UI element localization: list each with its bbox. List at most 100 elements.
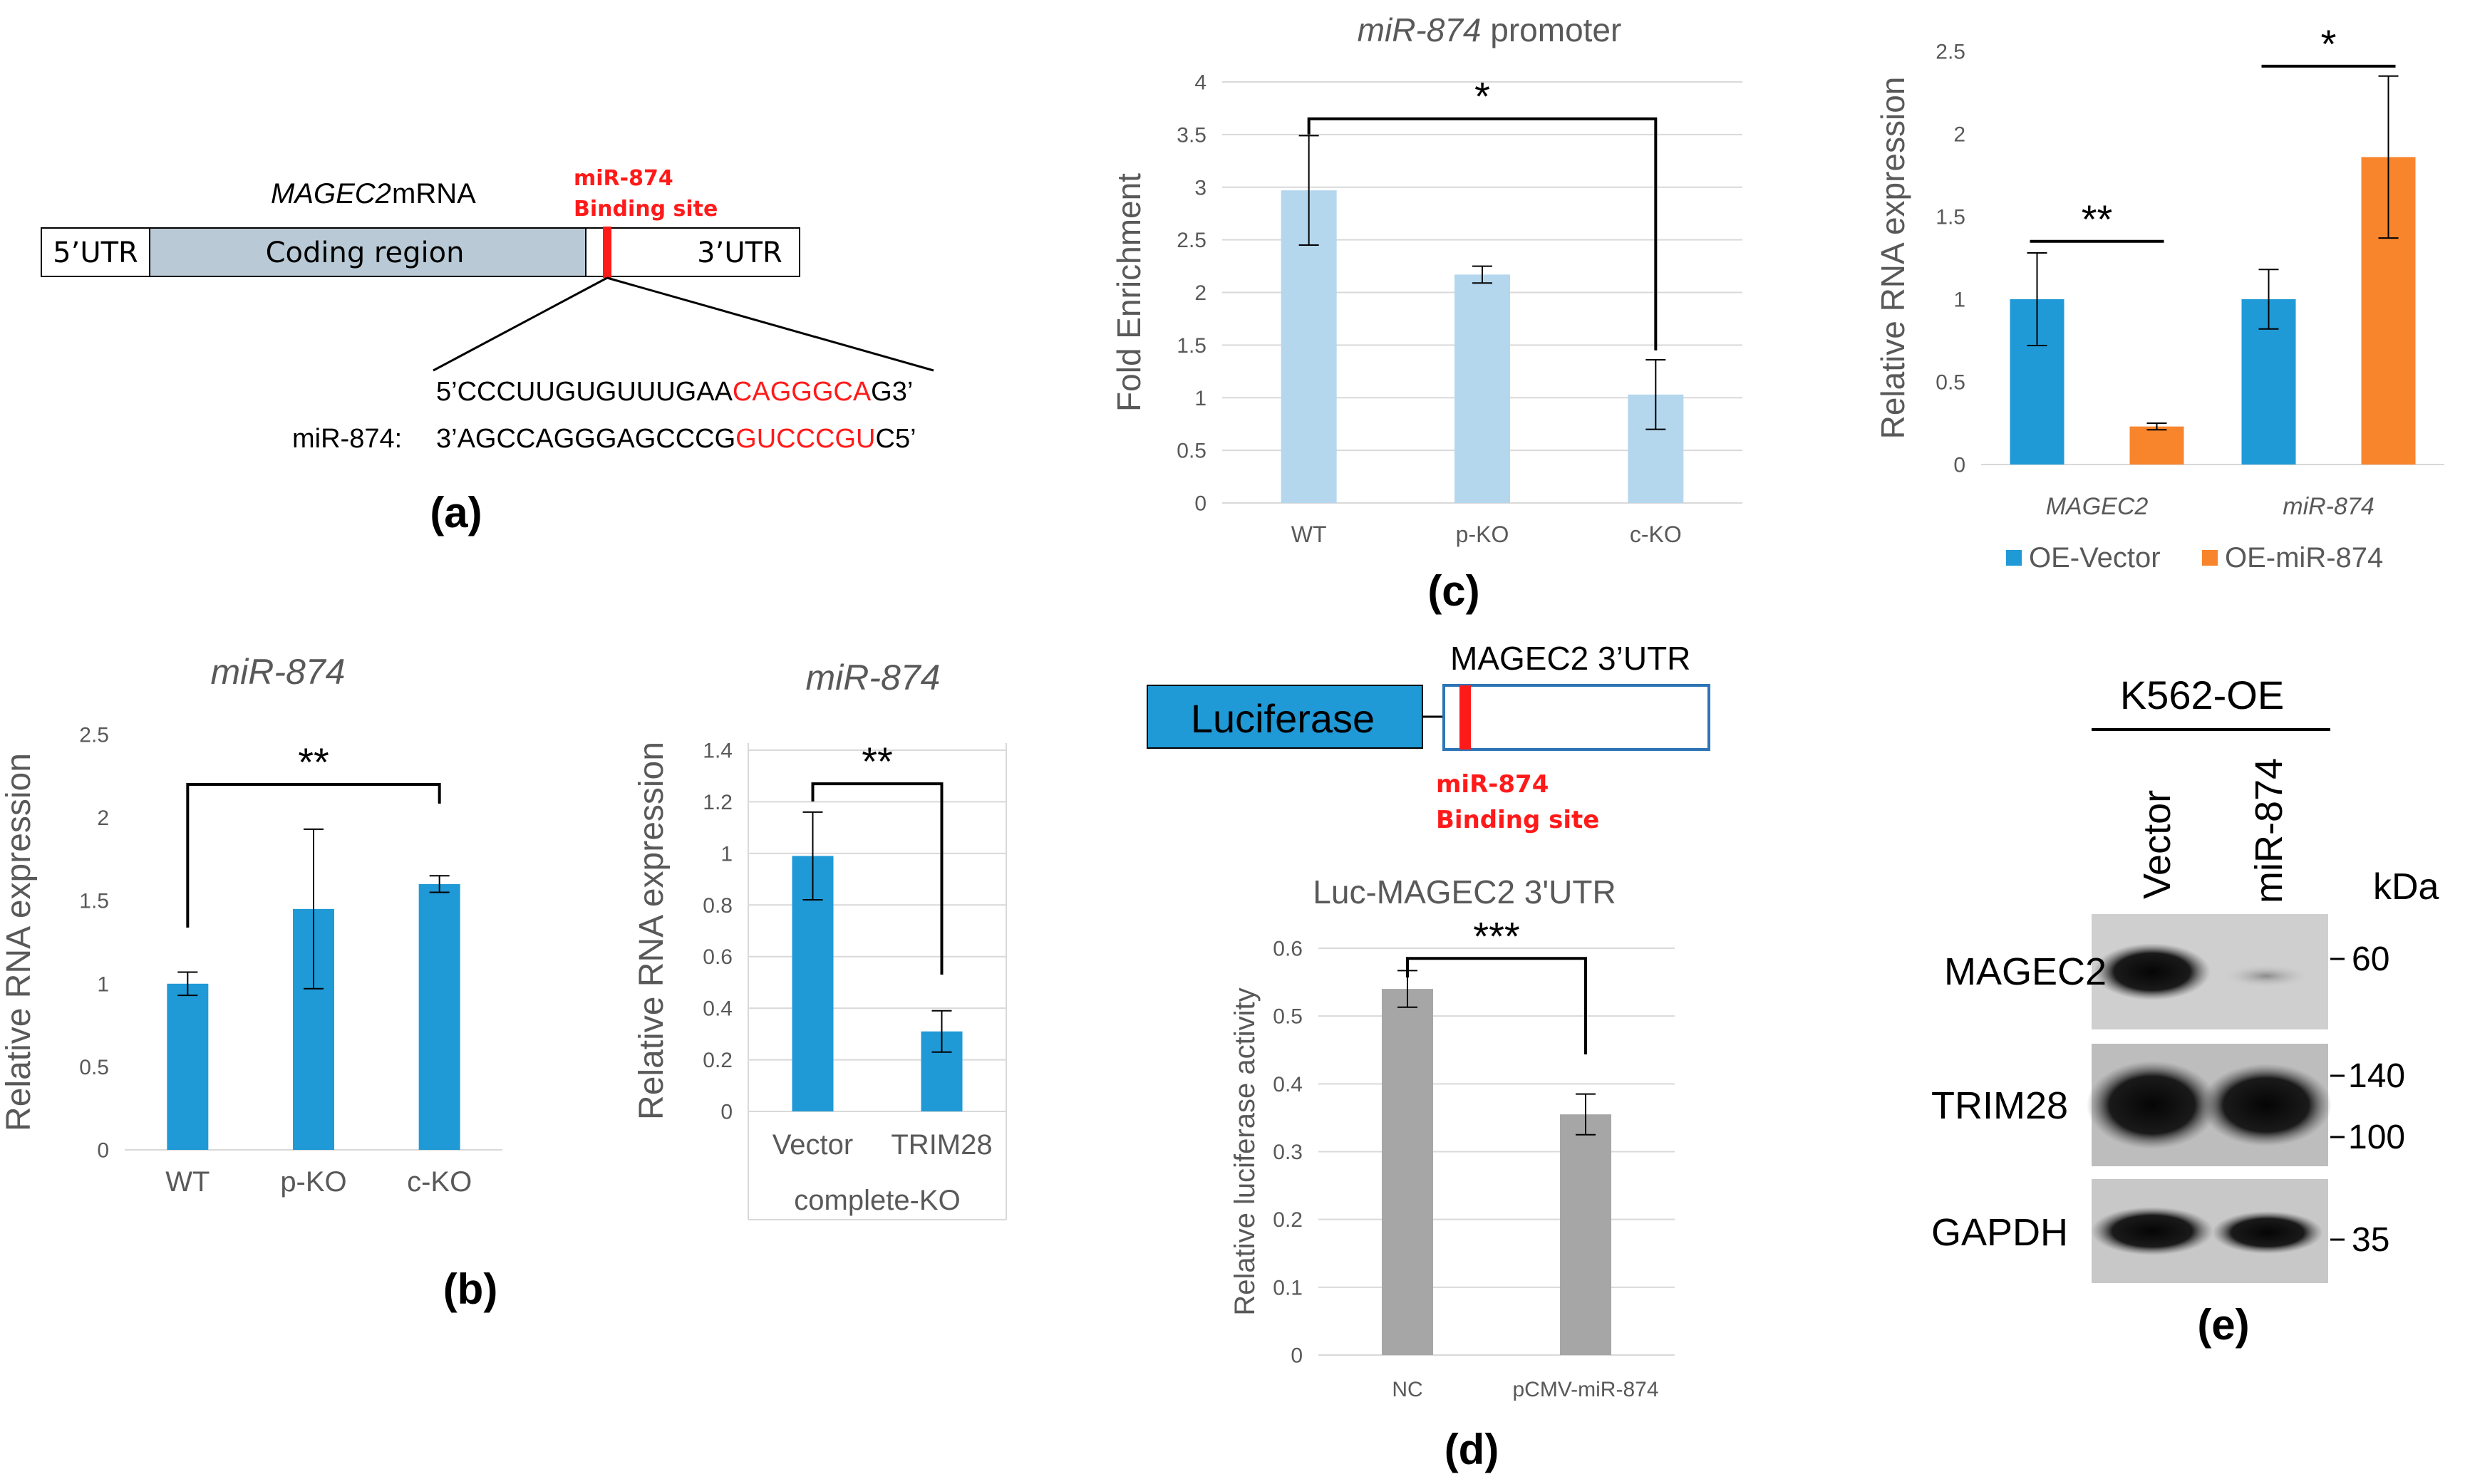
- zoom-line-right: [606, 276, 934, 372]
- chart-c-ytick-label: 0: [1194, 492, 1206, 516]
- chart-c-title-rest-text: promoter: [1490, 11, 1621, 48]
- chart-b1-ylabel: Relative RNA expression: [0, 753, 38, 1131]
- chart-c2-ytick-label: 0.5: [1936, 371, 1965, 395]
- chart-d-bar: [1560, 1114, 1611, 1355]
- chart-c2-legend-label: OE-miR-874: [2225, 542, 2383, 574]
- chart-b1-significance-bracket: [186, 782, 441, 928]
- chart-b2-ytick-label: 1: [720, 842, 733, 866]
- chart-b1-category-label: c-KO: [407, 1166, 472, 1198]
- chart-c2-category-label: MAGEC2: [2046, 493, 2149, 520]
- luciferase-box: [1147, 685, 1423, 749]
- protein-label-magec2: MAGEC2: [1944, 950, 2107, 993]
- marker-60: 60: [2352, 940, 2389, 978]
- kda-label: kDa: [2373, 866, 2439, 908]
- chart-b-knockout: miR-874 0 0.5 1 1.5 2 2.5 Relative RNA express…: [0, 652, 502, 1198]
- chart-c-ytick-label: 1: [1194, 387, 1206, 410]
- panel-label-d: (d): [1445, 1426, 1499, 1473]
- mir-seq-black: 3’AGCCAGGGAGCCCG: [436, 424, 735, 454]
- chart-b2-ytick-label: 0.2: [703, 1049, 733, 1072]
- band-trim28-mir874: [2201, 1064, 2332, 1146]
- chart-d-ytick-label: 0.2: [1273, 1208, 1303, 1232]
- coding-region-box: [149, 227, 586, 277]
- chart-c-category-label: c-KO: [1630, 522, 1682, 547]
- mir-sequence: 3’AGCCAGGGAGCCCGGUCCCGUC5’: [436, 424, 916, 454]
- chart-b2-ytick-label: 1.2: [703, 791, 733, 814]
- chart-d-ytick-label: 0.3: [1273, 1141, 1303, 1164]
- chart-d-significance-bracket: [1406, 957, 1587, 1054]
- chart-c-ytick-label: 3.5: [1177, 123, 1206, 147]
- panel-a-mrna-diagram: MAGEC2 mRNA 5’UTR Coding region 3’UTR mi…: [41, 166, 934, 536]
- chart-d-luciferase: Luc-MAGEC2 3'UTR 0 0.1 0.2 0.3 0.4 0.5 0.6 Rela…: [1229, 873, 1675, 1401]
- binding-site-label-2: Binding site: [574, 197, 718, 222]
- chart-b2-category-label: Vector: [772, 1129, 853, 1161]
- chart-c-category-label: p-KO: [1456, 522, 1509, 547]
- mrna-seq-end: G3’: [871, 377, 913, 407]
- chart-b1-bar: [167, 983, 209, 1150]
- chart-c-promoter: miR-874 promoter 0 0.5 1 1.5 2 2.5 3 3.5 4 Fold E…: [1110, 11, 1742, 547]
- chart-c2-significance-stars: *: [2321, 21, 2337, 66]
- chart-c-overexpression: 0 0.5 1 1.5 2 2.5 Relative RNA expression MAGEC…: [1874, 21, 2444, 574]
- chart-b2-ytick-label: 0.8: [703, 894, 733, 918]
- chart-c-bar: [1454, 274, 1510, 503]
- chart-b1-significance-stars: **: [298, 740, 329, 784]
- chart-c-ytick-label: 2: [1194, 281, 1206, 305]
- chart-b2-ytick-label: 0.6: [703, 945, 733, 969]
- binding-site-marker: [603, 227, 611, 278]
- chart-b2-group-label: complete-KO: [794, 1185, 960, 1216]
- chart-c-ytick-label: 3: [1194, 176, 1206, 199]
- mrna-seq-black: 5’CCCUUGUGUUUGAA: [436, 377, 733, 407]
- protein-label-gapdh: GAPDH: [1931, 1211, 2068, 1254]
- chart-b2-ylabel: Relative RNA expression: [633, 742, 671, 1120]
- chart-d-ytick-label: 0.5: [1273, 1005, 1303, 1029]
- chart-c2-significance-stars: **: [2082, 197, 2113, 242]
- chart-b2-ytick-label: 1.4: [703, 740, 733, 763]
- chart-b1-ytick-label: 0.5: [79, 1056, 109, 1079]
- chart-b-complete-ko: miR-874 0 0.2 0.4 0.6 0.8 1 1.2 1.4 Relative RNA…: [633, 658, 1007, 1220]
- construct-utr-label: MAGEC2 3’UTR: [1450, 640, 1690, 677]
- chart-c2-ytick-label: 1.5: [1936, 206, 1965, 229]
- panel-label-a: (a): [430, 489, 482, 536]
- chart-c-ylabel: Fold Enrichment: [1110, 173, 1147, 412]
- band-gapdh-vector: [2091, 1207, 2213, 1255]
- mir-seq-end: C5’: [876, 424, 916, 454]
- chart-b2-ytick-label: 0.4: [703, 997, 733, 1021]
- chart-b1-ytick-label: 1: [97, 972, 109, 996]
- chart-d-ytick-label: 0.1: [1273, 1276, 1303, 1299]
- protein-label-trim28: TRIM28: [1931, 1084, 2068, 1127]
- marker-100: 100: [2348, 1119, 2405, 1156]
- chart-b2-category-label: TRIM28: [891, 1129, 992, 1161]
- construct-binding-marker: [1459, 685, 1471, 749]
- mrna-sequence: 5’CCCUUGUGUUUGAACAGGGCAG3’: [436, 377, 913, 407]
- panel-a-title-rest: mRNA: [392, 178, 476, 209]
- lane-label-vector: Vector: [2136, 790, 2179, 899]
- chart-d-ytick-label: 0: [1291, 1344, 1303, 1368]
- panel-e-western-blot: K562-OE Vector miR-874 kDa MAGEC2 60 TRI…: [1931, 673, 2439, 1349]
- luciferase-label: Luciferase: [1191, 696, 1375, 741]
- utr-box: [1442, 684, 1710, 751]
- band-magec2-vector: [2094, 943, 2211, 1000]
- band-trim28-vector: [2087, 1061, 2218, 1149]
- panel-label-c: (c): [1427, 567, 1479, 615]
- chart-c-category-label: WT: [1291, 522, 1327, 547]
- chart-d-ytick-label: 0.4: [1273, 1073, 1303, 1096]
- mrna-seq-red: CAGGGCA: [733, 377, 872, 407]
- utr3-label: 3’UTR: [697, 237, 782, 269]
- chart-b1-title: miR-874: [211, 652, 346, 692]
- band-gapdh-mir874: [2212, 1211, 2323, 1254]
- chart-b1-category-label: WT: [165, 1166, 210, 1198]
- chart-c-ytick-label: 4: [1194, 71, 1206, 95]
- construct-binding-label-1: miR-874: [1436, 770, 1549, 799]
- chart-c2-legend-swatch: [2006, 550, 2022, 566]
- chart-d-significance-stars: ***: [1473, 913, 1519, 958]
- chart-c-significance-stars: *: [1474, 74, 1490, 119]
- chart-c-title: miR-874 promoter: [1358, 11, 1622, 48]
- band-magec2-mir874: [2223, 965, 2309, 987]
- chart-b2-significance-stars: **: [862, 739, 893, 784]
- chart-b2-title: miR-874: [806, 658, 941, 697]
- chart-c2-legend-label: OE-Vector: [2029, 542, 2161, 574]
- utr5-label: 5’UTR: [53, 237, 138, 269]
- chart-d-category-label: NC: [1392, 1378, 1422, 1401]
- coding-region-label: Coding region: [266, 237, 465, 269]
